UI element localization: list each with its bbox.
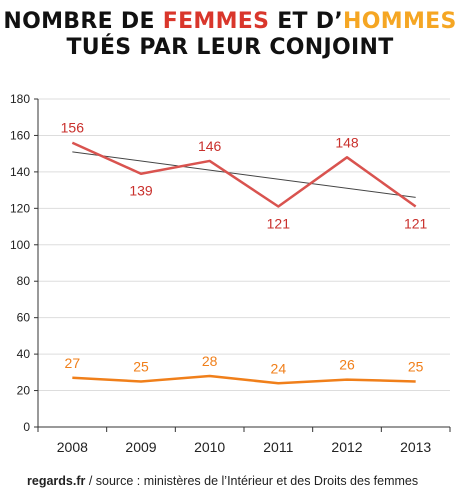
women-series-line xyxy=(71,141,417,208)
y-tick-label: 180 xyxy=(10,92,30,106)
title-men-word: HOMMES xyxy=(343,9,457,34)
men-data-label: 25 xyxy=(408,358,424,374)
women-data-label: 146 xyxy=(198,138,222,154)
men-data-label: 25 xyxy=(133,358,149,374)
y-tick-label: 100 xyxy=(10,238,30,252)
title-prefix: NOMBRE DE xyxy=(3,9,163,34)
title-women-word: FEMMES xyxy=(162,9,270,34)
x-tick-label: 2013 xyxy=(400,439,431,455)
x-tick-label: 2009 xyxy=(125,439,156,455)
x-tick-label: 2012 xyxy=(331,439,362,455)
y-tick-label: 140 xyxy=(10,165,30,179)
line-chart: 0 20 40 60 80 100 120 140 160 180 2008 2009 2010 2011… xyxy=(10,92,451,455)
title-middle: ET D’ xyxy=(269,9,344,34)
women-data-label: 139 xyxy=(129,183,153,199)
x-tick-label: 2011 xyxy=(263,439,293,455)
men-data-label: 27 xyxy=(65,355,81,371)
men-data-label: 26 xyxy=(339,357,355,373)
x-tick-label: 2010 xyxy=(194,439,225,455)
footer-source-text: / source : ministères de l’Intérieur et … xyxy=(85,474,419,488)
y-tick-label: 60 xyxy=(17,311,31,325)
x-tick-label: 2008 xyxy=(57,439,88,455)
y-tick-label: 40 xyxy=(17,347,31,361)
y-tick-label: 80 xyxy=(17,274,31,288)
y-tick-label: 120 xyxy=(10,201,30,215)
women-data-label: 148 xyxy=(335,134,359,150)
men-data-label: 24 xyxy=(271,360,287,376)
men-series-line xyxy=(72,374,416,385)
chart-title-line-2: TUÉS PAR LEUR CONJOINT xyxy=(66,35,394,60)
women-data-label: 121 xyxy=(404,216,428,232)
women-data-label: 121 xyxy=(267,216,291,232)
trend-line xyxy=(72,151,416,198)
men-data-label: 28 xyxy=(202,353,218,369)
footer-site: regards.fr xyxy=(27,474,86,488)
women-data-label: 156 xyxy=(61,120,85,136)
y-tick-label: 20 xyxy=(17,384,31,398)
y-tick-label: 0 xyxy=(23,420,30,434)
footer-source: regards.fr / source : ministères de l’In… xyxy=(27,474,418,488)
y-tick-label: 160 xyxy=(10,128,30,142)
chart-title-line-1: NOMBRE DE FEMMES ET D’HOMMES xyxy=(0,8,460,36)
